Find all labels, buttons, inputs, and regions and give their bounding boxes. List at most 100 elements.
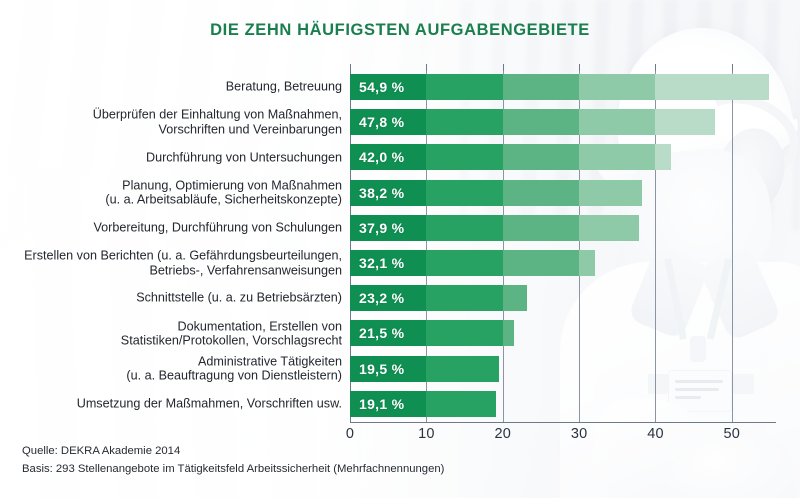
bar-segment bbox=[426, 74, 503, 100]
x-tick-label: 50 bbox=[723, 426, 741, 442]
bar-value-label: 37,9 % bbox=[359, 219, 405, 236]
bar: 38,2 % bbox=[350, 179, 642, 206]
bar: 47,8 % bbox=[350, 109, 715, 136]
bar-row: Durchführung von Untersuchungen 42,0 % bbox=[0, 140, 800, 174]
bar-segment bbox=[502, 109, 580, 136]
bar: 19,5 % bbox=[350, 355, 499, 382]
bar-segment bbox=[350, 250, 427, 276]
bar-segment bbox=[426, 285, 503, 312]
bar: 54,9 % bbox=[350, 74, 770, 100]
gridline-10 bbox=[426, 70, 428, 422]
bar-segment bbox=[502, 285, 528, 312]
bar-row: Beratung, Betreuung 54,9 % bbox=[0, 70, 800, 104]
x-tick-label: 30 bbox=[570, 426, 588, 442]
bar-segment bbox=[350, 179, 427, 206]
bar-segment bbox=[579, 109, 656, 136]
bar-segment bbox=[350, 355, 427, 382]
bar-segment bbox=[426, 250, 503, 276]
bar: 23,2 % bbox=[350, 285, 528, 312]
category-label: Überprüfen der Einhaltung von Maßnahmen,… bbox=[92, 107, 342, 137]
bar-value-label: 19,5 % bbox=[359, 360, 405, 377]
bar-value-label: 42,0 % bbox=[359, 149, 405, 166]
bar-segment bbox=[579, 250, 596, 276]
bar-segment bbox=[502, 74, 580, 100]
gridline-40 bbox=[655, 70, 657, 422]
bar-segment bbox=[350, 285, 427, 312]
bar-segment bbox=[426, 355, 499, 382]
bar-value-label: 23,2 % bbox=[359, 290, 405, 307]
bar-segment bbox=[502, 250, 580, 276]
bar-value-label: 21,5 % bbox=[359, 325, 405, 342]
tick-mark-30 bbox=[579, 64, 581, 71]
bar-segment bbox=[350, 320, 427, 347]
bar-segment bbox=[579, 179, 642, 206]
gridline-50 bbox=[731, 70, 733, 422]
bar-value-label: 38,2 % bbox=[359, 184, 405, 201]
gridline-30 bbox=[579, 70, 581, 422]
bar-segment bbox=[426, 179, 503, 206]
gridline-20 bbox=[502, 70, 504, 422]
bar-segment bbox=[426, 320, 503, 347]
footer-basis: Basis: 293 Stellenangebote im Tätigkeits… bbox=[22, 463, 445, 475]
bar-segment bbox=[579, 74, 656, 100]
tick-mark-40 bbox=[655, 64, 657, 71]
bar-segment bbox=[502, 144, 580, 171]
category-label: Beratung, Betreuung bbox=[225, 79, 342, 94]
bar-segment bbox=[502, 179, 580, 206]
bar-segment bbox=[502, 214, 580, 241]
bar-segment bbox=[426, 109, 503, 136]
bar-segment bbox=[426, 144, 503, 171]
bar-value-label: 19,1 % bbox=[359, 395, 405, 412]
x-tick-label: 40 bbox=[647, 426, 664, 442]
category-label: Umsetzung der Maßmahmen, Vorschriften us… bbox=[76, 396, 342, 411]
bar-row: Dokumentation, Erstellen von Statistiken… bbox=[0, 316, 800, 350]
category-label: Durchführung von Untersuchungen bbox=[145, 150, 342, 165]
bar-row: Vorbereitung, Durchführung von Schulunge… bbox=[0, 211, 800, 245]
x-tick-label: 20 bbox=[494, 426, 511, 442]
category-label: Schnittstelle (u. a. zu Betriebsärzten) bbox=[136, 291, 342, 306]
category-label: Vorbereitung, Durchführung von Schulunge… bbox=[93, 220, 342, 235]
footer-source: Quelle: DEKRA Akademie 2014 bbox=[22, 445, 181, 457]
bar: 19,1 % bbox=[350, 390, 496, 417]
x-tick-label: 10 bbox=[418, 426, 435, 442]
page-title: DIE ZEHN HÄUFIGSTEN AUFGABENGEBIETE bbox=[210, 21, 590, 39]
bar-segment bbox=[655, 144, 671, 171]
category-label: Administrative Tätigkeiten (u. a. Beauft… bbox=[126, 354, 342, 383]
bar: 37,9 % bbox=[350, 214, 640, 241]
tick-mark-10 bbox=[426, 64, 428, 71]
bar-segment bbox=[426, 214, 503, 241]
footer-notes: Quelle: DEKRA Akademie 2014 Basis: 293 S… bbox=[22, 442, 444, 478]
bar-value-label: 54,9 % bbox=[359, 79, 405, 95]
bar-segment bbox=[579, 144, 656, 171]
bar-value-label: 32,1 % bbox=[359, 255, 405, 271]
bar-segment bbox=[426, 390, 496, 417]
bar-segment bbox=[502, 320, 515, 347]
bar: 32,1 % bbox=[350, 250, 596, 276]
tick-mark-0 bbox=[350, 64, 351, 71]
x-axis-line bbox=[350, 422, 776, 423]
plot-area bbox=[350, 64, 770, 422]
category-label: Erstellen von Berichten (u. a. Gefährdun… bbox=[24, 248, 342, 278]
bar-segment bbox=[350, 214, 427, 241]
bar-row: Schnittstelle (u. a. zu Betriebsärzten) 2… bbox=[0, 281, 800, 315]
bar-row: Erstellen von Berichten (u. a. Gefährdun… bbox=[0, 246, 800, 280]
bar: 42,0 % bbox=[350, 144, 671, 171]
bar-row: Überprüfen der Einhaltung von Maßnahmen,… bbox=[0, 105, 800, 139]
bar-value-label: 47,8 % bbox=[359, 114, 405, 131]
gridline-0 bbox=[350, 70, 351, 422]
bar-segment bbox=[350, 74, 427, 100]
category-label: Dokumentation, Erstellen von Statistiken… bbox=[120, 318, 342, 348]
tick-mark-20 bbox=[502, 64, 504, 71]
bar-segment bbox=[350, 390, 427, 417]
category-label: Planung, Optimierung von Maßnahmen (u. a… bbox=[105, 178, 342, 207]
x-tick-label: 0 bbox=[345, 426, 355, 442]
bar-segment bbox=[579, 214, 640, 241]
bar-segment bbox=[350, 144, 427, 171]
bar-row: Umsetzung der Maßmahmen, Vorschriften us… bbox=[0, 387, 800, 421]
tick-mark-50 bbox=[731, 64, 733, 71]
bar: 21,5 % bbox=[350, 320, 515, 347]
bar-segment bbox=[655, 74, 732, 100]
bar-segment bbox=[350, 109, 427, 136]
